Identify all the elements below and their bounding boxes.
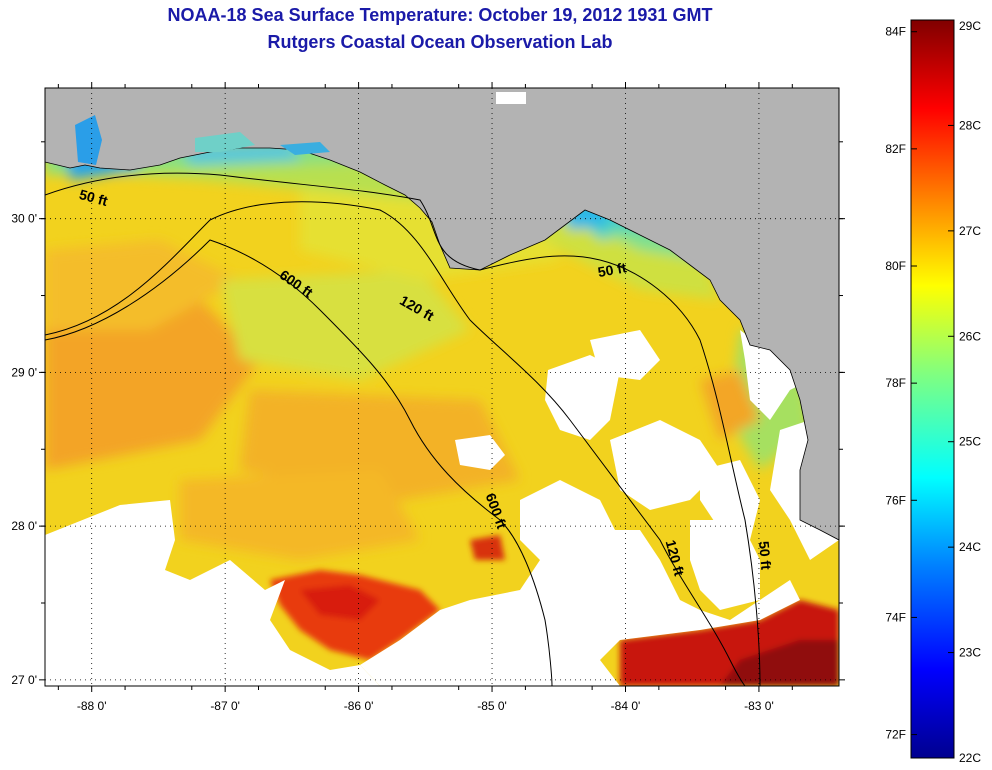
lat-tick-label: 28 0' (11, 519, 37, 533)
colorbar-c-label: 27C (959, 224, 981, 238)
colorbar-c-label: 22C (959, 751, 981, 765)
colorbar-c-label: 26C (959, 329, 981, 343)
colorbar-c-label: 28C (959, 118, 981, 132)
lon-tick-label: -85 0' (477, 699, 507, 713)
map-title: NOAA-18 Sea Surface Temperature: October… (167, 5, 713, 25)
colorbar-f-label: 84F (885, 25, 906, 39)
colorbar-f-label: 82F (885, 142, 906, 156)
colorbar-f-label: 78F (885, 376, 906, 390)
colorbar-f-label: 80F (885, 259, 906, 273)
lon-tick-label: -83 0' (744, 699, 774, 713)
colorbar: 29C 28C 27C 26C 25C 24C 23C 22C 84F 82F 80F 78F 76F 7… (885, 19, 981, 765)
lon-tick-label: -84 0' (611, 699, 641, 713)
colorbar-c-label: 29C (959, 19, 981, 33)
colorbar-c-label: 23C (959, 646, 981, 660)
colorbar-f-label: 76F (885, 493, 906, 507)
land (45, 88, 839, 541)
depth-contours (45, 172, 761, 686)
lon-tick-label: -88 0' (77, 699, 107, 713)
lat-tick-label: 27 0' (11, 673, 37, 687)
cloud-mask (45, 330, 839, 686)
lat-tick-label: 29 0' (11, 365, 37, 379)
colorbar-c-label: 25C (959, 435, 981, 449)
map-axes: -88 0' -87 0' -86 0' -85 0' -84 0' -83 0' 27 0… (11, 82, 845, 713)
lon-tick-label: -87 0' (210, 699, 240, 713)
map-subtitle: Rutgers Coastal Ocean Observation Lab (267, 32, 613, 52)
warm-patches (270, 535, 839, 686)
lon-tick-label: -86 0' (344, 699, 374, 713)
colorbar-c-label: 24C (959, 540, 981, 554)
contour-label: 50 ft (597, 259, 628, 280)
map-frame (44, 87, 840, 687)
colorbar-f-label: 72F (885, 728, 906, 742)
contour-label: 50 ft (756, 540, 774, 570)
colorbar-f-label: 74F (885, 610, 906, 624)
contour-label: 50 ft (78, 186, 110, 209)
colorbar-scale (910, 19, 955, 759)
lat-tick-label: 30 0' (11, 212, 37, 226)
